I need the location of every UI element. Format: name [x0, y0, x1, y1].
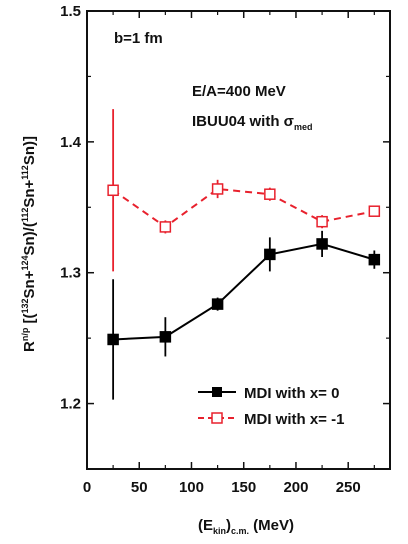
y-axis-label-part: 112	[20, 208, 30, 223]
data-point	[211, 183, 224, 195]
data-point	[159, 331, 172, 343]
data-point	[316, 215, 328, 228]
data-point	[107, 333, 119, 346]
series-layer	[107, 109, 381, 400]
data-point	[211, 298, 224, 310]
x-tick-label: 50	[131, 479, 148, 496]
y-axis-label-part: Sn)/(	[21, 222, 38, 255]
annotation-model-text: IBUU04 with σ	[192, 113, 294, 130]
series-1	[107, 109, 381, 272]
annotation-model-subscript: med	[294, 122, 313, 132]
y-axis-label-part: 124	[20, 255, 30, 270]
data-point	[316, 238, 328, 250]
axis-ticks	[86, 10, 390, 469]
y-axis-label-part: [(	[21, 313, 38, 327]
data-point	[159, 221, 172, 233]
y-tick-label: 1.5	[60, 3, 81, 20]
y-axis-label-part: Sn+	[21, 270, 38, 298]
data-point	[368, 205, 381, 217]
legend-label-series-1: MDI with x= -1	[244, 411, 344, 428]
annotation-model: IBUU04 with σmed	[192, 113, 312, 132]
legend: MDI with x= 0 MDI with x= -1	[198, 385, 344, 428]
y-tick-label: 1.3	[60, 265, 81, 282]
series-line-0	[113, 242, 375, 341]
y-axis-label-part: 112	[20, 165, 30, 180]
y-axis-label-part: 132	[20, 298, 30, 313]
data-point	[264, 248, 276, 261]
annotation-impact-parameter: b=1 fm	[114, 30, 163, 47]
x-tick-label: 200	[283, 479, 308, 496]
x-tick-label: 100	[179, 479, 204, 496]
tick-labels: 0 50 100 150 200 250 1.2 1.3 1.4 1.5	[60, 3, 361, 496]
data-point	[264, 188, 276, 200]
x-axis-label: (Ekin)c.m. (MeV)	[198, 517, 294, 536]
y-axis-label-part: R	[21, 341, 38, 352]
plot-frame	[86, 10, 391, 470]
legend-marker-series-1	[211, 412, 223, 424]
y-tick-label: 1.4	[60, 134, 82, 151]
x-tick-label: 0	[83, 479, 91, 496]
x-tick-label: 150	[231, 479, 256, 496]
y-axis-label-part: n/p	[20, 327, 30, 341]
annotation-beam-energy: E/A=400 MeV	[192, 83, 286, 100]
legend-label-series-0: MDI with x= 0	[244, 385, 339, 402]
legend-marker-series-0	[212, 387, 222, 397]
y-axis-label-part: Sn+	[21, 179, 38, 207]
y-tick-label: 1.2	[60, 396, 81, 413]
data-point	[107, 184, 119, 197]
y-axis-label: Rn/p [(132Sn+124Sn)/(112Sn+112Sn)]	[20, 136, 38, 352]
y-axis-label-part: Sn)]	[21, 136, 38, 165]
x-tick-label: 250	[336, 479, 361, 496]
data-point	[368, 253, 381, 266]
series-line-1	[112, 187, 375, 229]
series-0	[107, 230, 381, 400]
